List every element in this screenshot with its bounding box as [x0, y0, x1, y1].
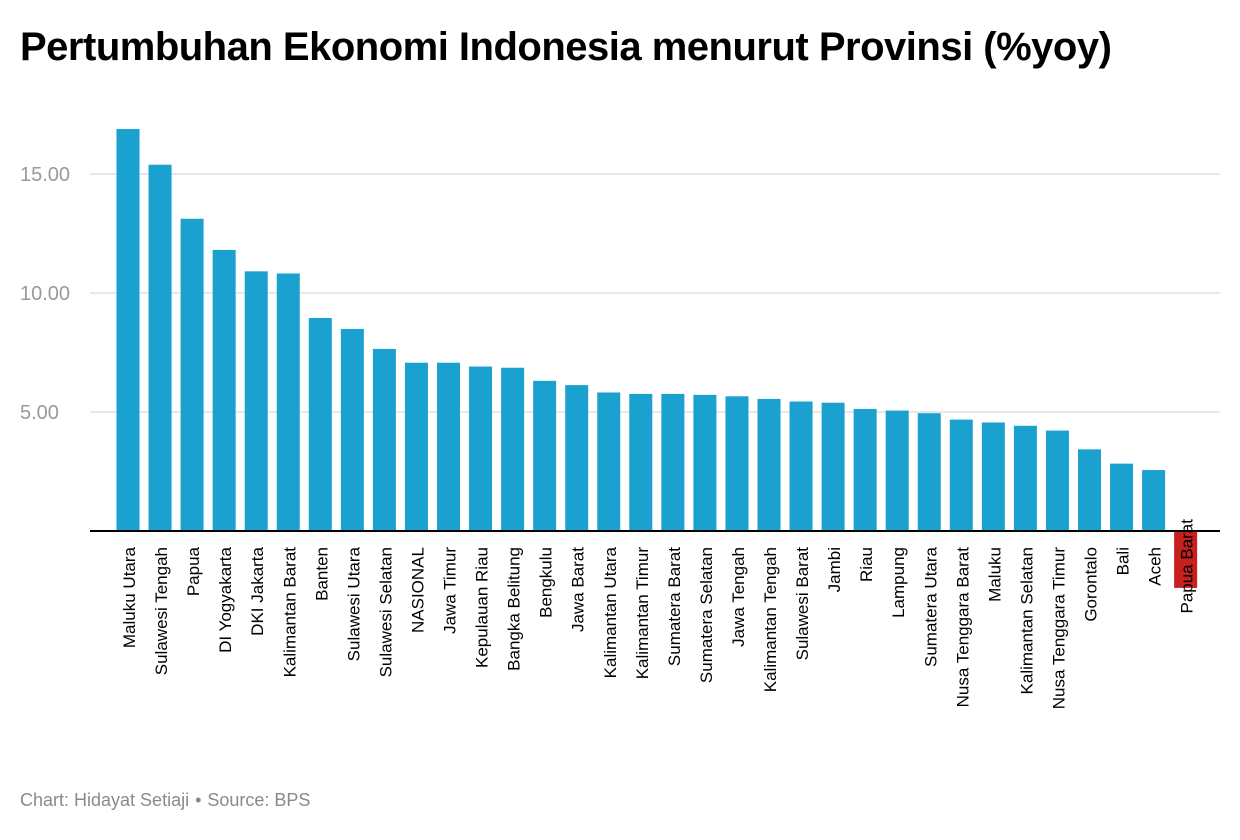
category-label: Bali	[1114, 547, 1133, 575]
bar	[949, 419, 973, 531]
category-label: Papua Barat	[1178, 519, 1197, 614]
category-label: Nusa Tenggara Barat	[953, 547, 972, 708]
bar	[757, 398, 781, 531]
bar	[469, 366, 493, 531]
y-axis-ticks: 5.00 10.00 15.00	[20, 164, 70, 424]
y-tick-label: 10.00	[20, 283, 70, 305]
category-label: Kalimantan Barat	[280, 547, 299, 678]
bar	[340, 328, 364, 531]
bar	[276, 273, 300, 531]
category-label: Banten	[312, 547, 331, 601]
footer-separator: •	[195, 790, 202, 810]
category-label: Riau	[857, 547, 876, 582]
chart-credit: Chart: Hidayat Setiaji	[20, 790, 190, 810]
bars	[116, 129, 1198, 588]
bar	[501, 367, 525, 531]
category-label: Sumatera Barat	[665, 547, 684, 666]
category-label: Papua	[184, 546, 203, 596]
category-label: Jawa Barat	[569, 547, 588, 632]
chart-footer: Chart: Hidayat Setiaji • Source: BPS	[20, 790, 310, 811]
category-label: Lampung	[889, 547, 908, 618]
y-tick-label: 5.00	[20, 402, 59, 424]
bar	[404, 362, 428, 531]
bar	[437, 362, 460, 531]
category-label: NASIONAL	[408, 547, 427, 633]
category-label: Kepulauan Riau	[473, 547, 492, 668]
bar	[885, 410, 909, 531]
category-label: Aceh	[1146, 547, 1165, 586]
category-label: Sumatera Utara	[921, 546, 940, 667]
bar	[821, 402, 845, 531]
category-label: Maluku Utara	[120, 546, 139, 648]
bar	[981, 422, 1005, 531]
bar	[1013, 425, 1037, 531]
category-label: Jambi	[825, 547, 844, 592]
bar	[180, 218, 204, 531]
bar	[1110, 463, 1134, 531]
bar	[244, 271, 268, 531]
category-label: Kalimantan Tengah	[761, 547, 780, 692]
bar	[629, 393, 653, 531]
category-label: Kalimantan Selatan	[1017, 547, 1036, 694]
category-labels: Maluku Utara Sulawesi Tengah Papua DI Yogya…	[120, 519, 1197, 709]
bar	[1045, 430, 1069, 531]
bar	[1174, 531, 1198, 588]
bar	[372, 348, 396, 531]
bar	[212, 249, 236, 531]
category-label: Bangka Belitung	[505, 547, 524, 671]
bar	[116, 129, 140, 531]
bar	[597, 392, 621, 531]
category-label: Sulawesi Selatan	[376, 547, 395, 677]
bar	[565, 385, 589, 531]
category-label: Maluku	[985, 547, 1004, 602]
bar	[1142, 470, 1166, 531]
category-label: Sulawesi Tengah	[152, 547, 171, 675]
bar	[308, 317, 332, 531]
bar	[725, 396, 749, 531]
bar	[533, 380, 557, 531]
y-tick-label: 15.00	[20, 164, 70, 186]
bar	[789, 401, 813, 531]
bar	[661, 393, 685, 531]
category-label: Kalimantan Timur	[633, 547, 652, 680]
category-label: Kalimantan Utara	[601, 546, 620, 678]
category-label: Sulawesi Utara	[344, 546, 363, 661]
category-label: DI Yogyakarta	[216, 546, 235, 652]
bar	[693, 394, 717, 531]
category-label: Jawa Tengah	[729, 547, 748, 647]
bar	[148, 164, 172, 531]
category-label: Gorontalo	[1082, 547, 1101, 622]
chart-source: Source: BPS	[207, 790, 311, 810]
category-label: DKI Jakarta	[248, 546, 267, 635]
category-label: Sumatera Selatan	[697, 547, 716, 683]
category-label: Sulawesi Barat	[793, 547, 812, 661]
chart-title: Pertumbuhan Ekonomi Indonesia menurut Pr…	[20, 25, 1112, 69]
category-label: Nusa Tenggara Timur	[1049, 547, 1068, 710]
bar	[917, 413, 941, 531]
bar	[1078, 449, 1101, 531]
category-label: Bengkulu	[537, 547, 556, 618]
category-label: Jawa Timur	[441, 547, 460, 634]
bar	[853, 408, 877, 531]
